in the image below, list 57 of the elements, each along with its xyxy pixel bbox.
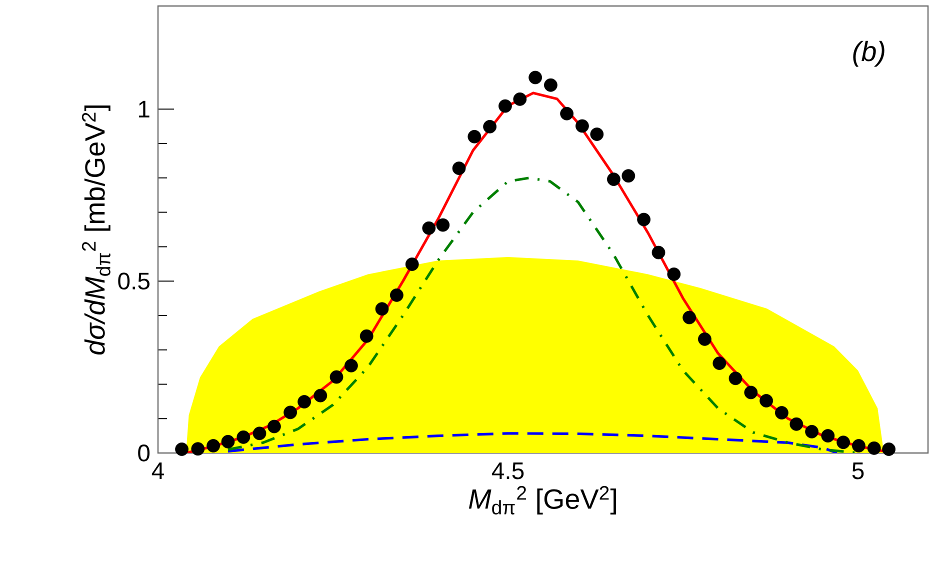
point (436, 218, 450, 232)
point (622, 169, 636, 183)
x-tick-label: 5 (852, 462, 864, 480)
point (252, 426, 266, 440)
point (314, 388, 328, 402)
point (544, 78, 558, 92)
point (268, 420, 281, 434)
point (867, 441, 881, 455)
point (284, 406, 297, 420)
point (528, 70, 542, 84)
point (576, 119, 589, 133)
point (236, 430, 250, 444)
y-axis-title: dσ/dM$_{dπ}$$^{2}$ [mb/GeV$^{2}$] (82, 106, 110, 355)
point (607, 172, 620, 186)
point (652, 246, 666, 260)
point (513, 92, 527, 106)
point (590, 128, 604, 141)
point (422, 221, 436, 235)
point (390, 288, 404, 302)
point (468, 130, 482, 144)
point (405, 258, 419, 271)
line-series (226, 432, 838, 453)
point (667, 267, 681, 281)
point (360, 329, 374, 343)
point (712, 356, 726, 370)
point (882, 442, 896, 456)
y-tick-label: 0.5 (118, 272, 150, 290)
point (344, 358, 358, 372)
point (682, 310, 696, 324)
x-axis-title: M$_{dπ}$$^{2}$ [GeV$^{2}$] (468, 486, 616, 514)
point (836, 436, 850, 450)
point (790, 417, 804, 431)
point (498, 99, 512, 113)
y-tick-label: 0 (138, 444, 150, 462)
point (637, 212, 651, 226)
point (775, 406, 788, 420)
point (805, 424, 819, 438)
y-tick-label: 1 (139, 100, 150, 118)
point (821, 429, 835, 443)
point (698, 332, 712, 346)
point (330, 370, 344, 384)
annotation: (b) (853, 40, 884, 67)
point (175, 442, 188, 456)
point (483, 120, 497, 134)
point (452, 162, 466, 175)
point (760, 394, 774, 408)
point (375, 302, 389, 316)
point (728, 372, 742, 386)
point (191, 442, 205, 456)
x-tick-label: 4 (152, 462, 164, 479)
point (221, 434, 235, 448)
point (744, 386, 758, 400)
x-tick-label: 4.5 (492, 462, 524, 480)
point (298, 395, 312, 408)
point (206, 439, 220, 452)
point (852, 439, 866, 452)
point (560, 106, 574, 120)
